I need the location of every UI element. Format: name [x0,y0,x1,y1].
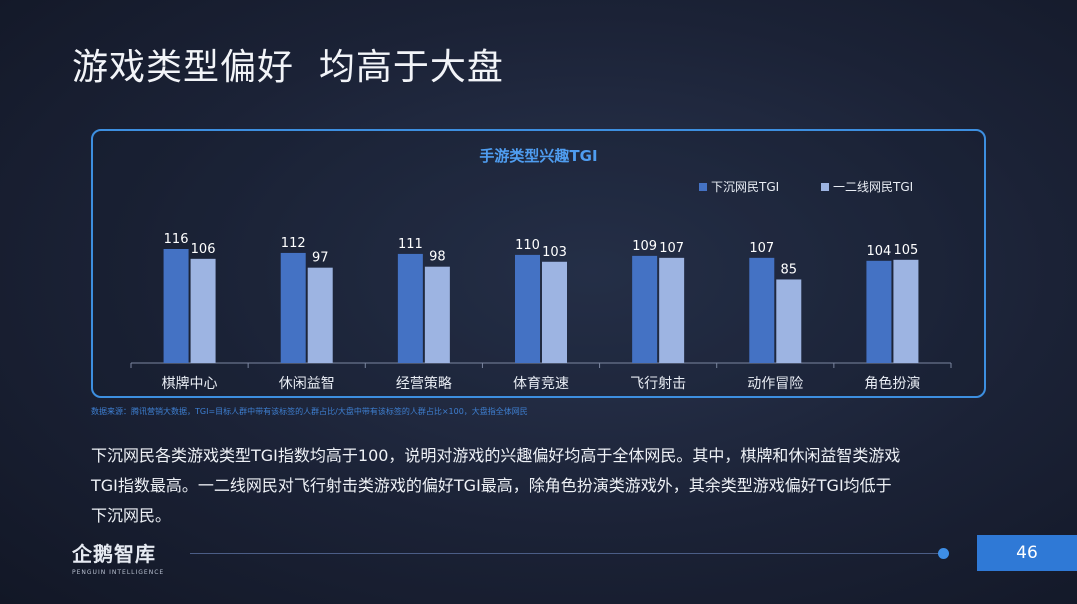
data-label: 109 [632,239,657,254]
body-line: TGI指数最高。一二线网民对飞行射击类游戏的偏好TGI最高，除角色扮演类游戏外，… [91,476,892,495]
data-label: 105 [894,243,919,258]
bar [866,260,892,363]
penguin-logo: 企鹅智库 PENGUIN INTELLIGENCE [72,538,172,578]
bar [397,253,423,363]
category-label: 棋牌中心 [162,375,218,392]
data-label: 107 [659,241,684,256]
footer-divider [190,553,940,554]
chart-panel: 手游类型兴趣TGI 下沉网民TGI 一二线网民TGI 116 106 棋牌中心 112 97 休… [91,129,986,398]
data-label: 116 [164,232,189,247]
chart-title: 手游类型兴趣TGI [479,147,597,165]
data-label: 103 [542,245,567,260]
data-source-note: 数据来源：腾讯营销大数据，TGI=目标人群中带有该标签的人群占比/大盘中带有该标… [91,407,528,416]
footer-dot [938,548,949,559]
bar [893,259,919,363]
bar [632,255,658,363]
data-label: 106 [191,242,216,257]
legend-swatch [699,183,707,191]
data-label: 98 [429,250,446,265]
bar [659,257,685,363]
slide-title: 游戏类型偏好 均高于大盘 [72,47,504,88]
data-label: 112 [281,236,306,251]
category-label: 体育竞速 [513,375,569,392]
bar [542,261,567,363]
data-label: 110 [515,238,540,253]
category-label: 角色扮演 [864,375,920,392]
data-label: 97 [312,251,329,266]
bar [163,249,189,363]
data-label: 104 [867,244,892,259]
legend-label: 下沉网民TGI [711,180,779,194]
data-label: 111 [398,237,423,252]
bar [515,254,540,363]
page-number: 46 [977,535,1077,571]
logo-text: 企鹅智库 [72,542,156,566]
body-line: 下沉网民各类游戏类型TGI指数均高于100，说明对游戏的兴趣偏好均高于全体网民。… [91,446,901,465]
data-label: 107 [749,241,774,256]
legend-label: 一二线网民TGI [833,180,913,194]
logo-subtext: PENGUIN INTELLIGENCE [72,569,165,576]
bar [776,279,802,363]
bar [280,252,306,363]
legend-swatch [821,183,829,191]
category-label: 动作冒险 [747,376,803,392]
body-paragraph: 下沉网民各类游戏类型TGI指数均高于100，说明对游戏的兴趣偏好均高于全体网民。… [91,441,991,531]
data-label: 85 [781,262,798,277]
category-label: 飞行射击 [630,376,686,392]
bar [424,266,450,363]
bar [307,267,333,363]
body-line: 下沉网民。 [91,506,172,525]
category-label: 休闲益智 [279,376,335,392]
bar [190,258,216,363]
category-label: 经营策略 [396,375,452,392]
bar [749,257,775,363]
